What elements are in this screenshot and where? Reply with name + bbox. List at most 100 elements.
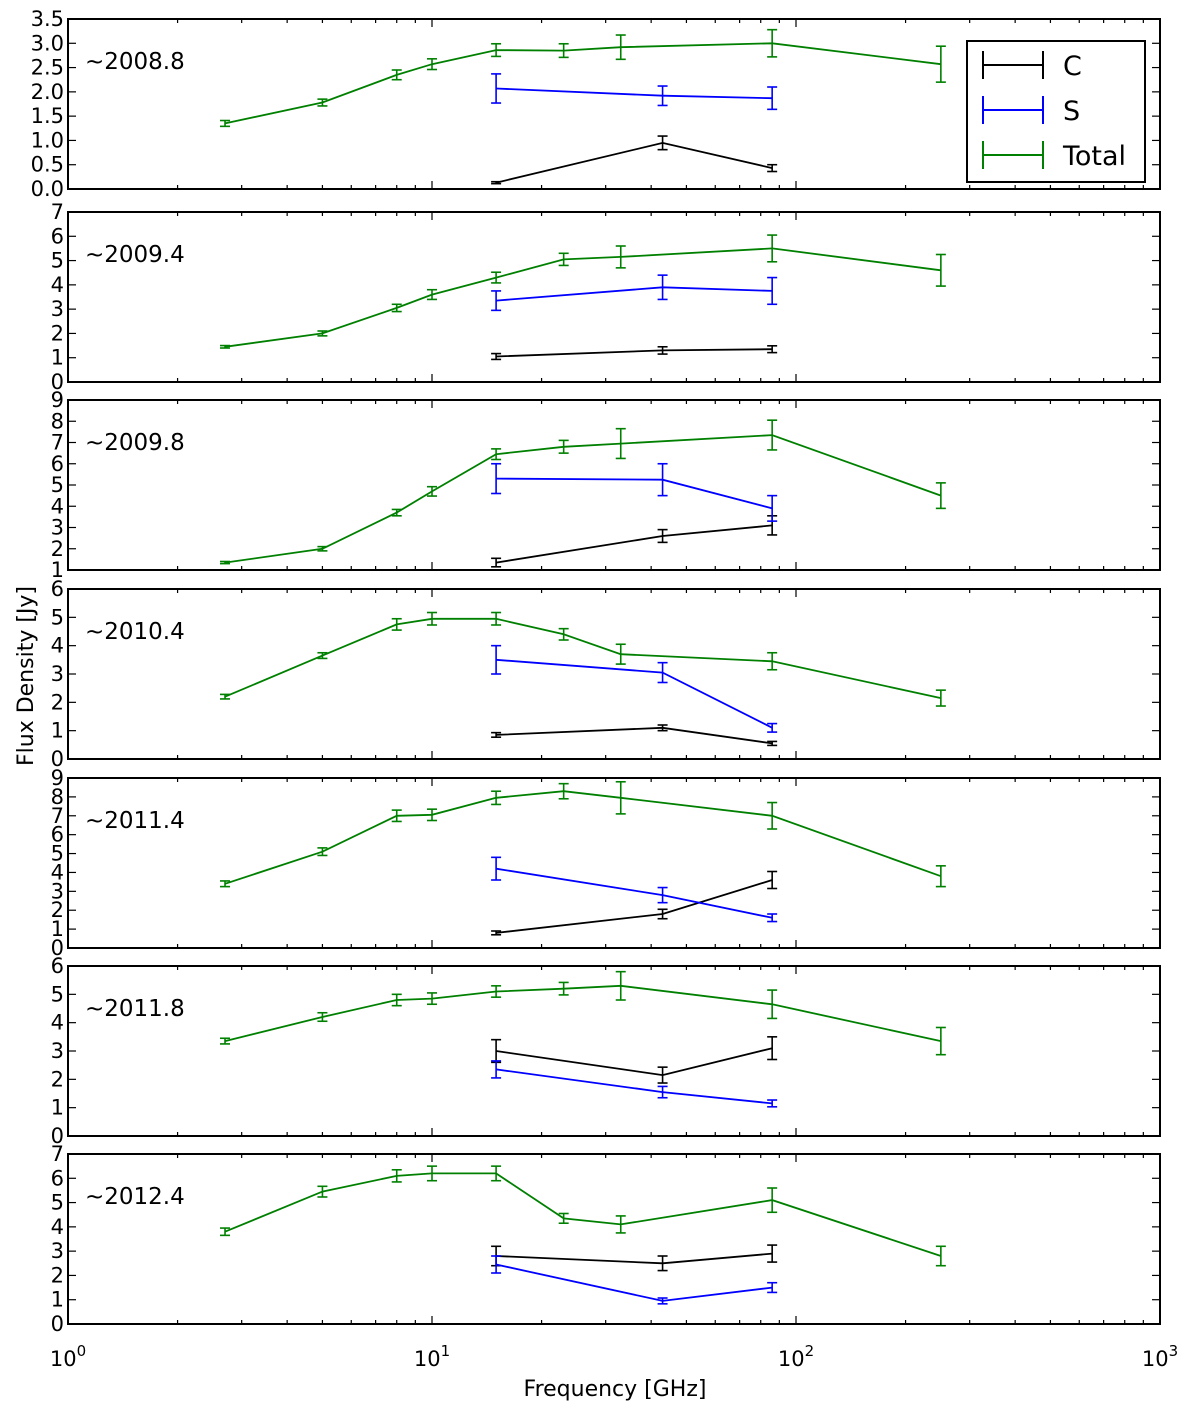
series-line-c <box>496 726 773 745</box>
y-tick-label: 7 <box>51 431 64 455</box>
y-tick-label: 2 <box>51 537 64 561</box>
series-line-c <box>495 879 773 934</box>
y-tick-label: 2 <box>51 1067 64 1091</box>
y-axis-label: Flux Density [Jy] <box>14 586 39 766</box>
y-tick-label: 5 <box>51 249 64 273</box>
series-total <box>220 780 946 888</box>
y-tick-label: 3 <box>51 1239 64 1263</box>
y-tick-label: 0 <box>51 936 64 960</box>
series-s <box>491 462 778 522</box>
series-c <box>491 1244 778 1272</box>
y-tick-label: 6 <box>51 954 64 978</box>
series-line-s <box>495 1068 773 1105</box>
series-line-total <box>224 790 942 885</box>
y-tick-label: 4 <box>51 494 64 518</box>
panel-label: ~2011.4 <box>85 808 185 834</box>
y-tick-label: 6 <box>51 224 64 248</box>
y-tick-label: 5 <box>51 605 64 629</box>
x-tick-exponent: 1 <box>441 1342 451 1360</box>
y-tick-label: 1.5 <box>31 104 64 128</box>
series-s <box>491 274 778 312</box>
y-tick-label: 9 <box>51 388 64 412</box>
legend: CS Total <box>966 40 1146 183</box>
legend-label: Total <box>1062 141 1126 172</box>
x-tick-label: 100 <box>50 1342 86 1371</box>
series-c <box>491 870 778 936</box>
series-c <box>491 135 778 185</box>
series-s <box>491 856 778 923</box>
y-tick-label: 4 <box>51 634 64 658</box>
y-tick-label: 8 <box>51 409 64 433</box>
legend-label: S <box>1063 96 1080 127</box>
series-line-total <box>224 42 942 125</box>
series-c <box>491 724 778 747</box>
series-c <box>491 1036 778 1084</box>
y-tick-label: 5 <box>51 473 64 497</box>
panel-frame <box>67 588 1161 760</box>
series-line-total <box>224 984 942 1042</box>
y-tick-label: 3.5 <box>31 7 64 31</box>
x-tick-base: 10 <box>50 1347 77 1371</box>
series-s <box>491 73 778 111</box>
panel-frame <box>67 211 1161 383</box>
series-line-s <box>496 658 773 729</box>
panel-label: ~2012.4 <box>85 1184 185 1210</box>
y-tick-label: 3 <box>51 662 64 686</box>
panel-label: ~2009.8 <box>85 430 185 456</box>
y-tick-label: 8 <box>51 785 64 809</box>
x-axis: 100 101 102 103 <box>50 1342 1178 1371</box>
y-tick-label: 2 <box>51 1263 64 1287</box>
y-tick-label: 7 <box>51 804 64 828</box>
legend-label: C <box>1063 51 1082 82</box>
panels-group: 0.00.51.01.52.02.53.03.5~2008.801234567~… <box>31 7 1161 1336</box>
y-tick-label: 4 <box>51 273 64 297</box>
series-line-s <box>496 286 773 302</box>
series-line-c <box>495 141 773 184</box>
y-tick-label: 1 <box>51 558 64 582</box>
series-line-total <box>224 247 942 348</box>
series-line-c <box>495 524 773 564</box>
x-tick-base: 10 <box>414 1347 441 1371</box>
series-line-c <box>496 348 773 358</box>
series-s <box>491 1060 778 1108</box>
y-tick-label: 6 <box>51 577 64 601</box>
y-tick-label: 0 <box>51 1312 64 1336</box>
y-tick-label: 3 <box>51 879 64 903</box>
y-tick-label: 2 <box>51 690 64 714</box>
series-line-s <box>496 477 773 510</box>
y-tick-label: 0 <box>51 1124 64 1148</box>
panel-frame-overlay <box>67 777 1161 949</box>
series-s <box>491 1255 778 1305</box>
panel-frame <box>67 777 1161 949</box>
legend-entry-c: C <box>982 51 1082 82</box>
panel-frame-overlay <box>67 965 1161 1137</box>
series-line-s <box>495 1263 773 1302</box>
y-tick-label: 7 <box>51 1142 64 1166</box>
series-c <box>491 345 778 361</box>
series-total <box>220 419 946 565</box>
panel-label: ~2009.4 <box>85 242 185 268</box>
series-total <box>220 970 946 1056</box>
series-total <box>220 234 946 349</box>
y-tick-label: 1.0 <box>31 128 64 152</box>
y-tick-label: 1 <box>51 917 64 941</box>
series-s <box>491 644 778 733</box>
x-tick-exponent: 2 <box>805 1342 815 1360</box>
legend-entry-total: Total <box>982 141 1126 172</box>
y-tick-label: 1 <box>51 719 64 743</box>
y-tick-label: 2.0 <box>31 80 64 104</box>
legend-entry-s: S <box>982 96 1080 127</box>
y-tick-label: 3 <box>51 1039 64 1063</box>
panel-label: ~2010.4 <box>85 619 185 645</box>
y-tick-label: 2.5 <box>31 56 64 80</box>
y-tick-label: 3.0 <box>31 31 64 55</box>
series-line-total <box>224 617 942 699</box>
y-tick-label: 7 <box>51 200 64 224</box>
y-tick-label: 1 <box>51 1096 64 1120</box>
series-total <box>220 28 946 128</box>
y-tick-label: 4 <box>51 1215 64 1239</box>
x-axis-label: Frequency [GHz] <box>524 1377 707 1402</box>
y-tick-label: 4 <box>51 860 64 884</box>
